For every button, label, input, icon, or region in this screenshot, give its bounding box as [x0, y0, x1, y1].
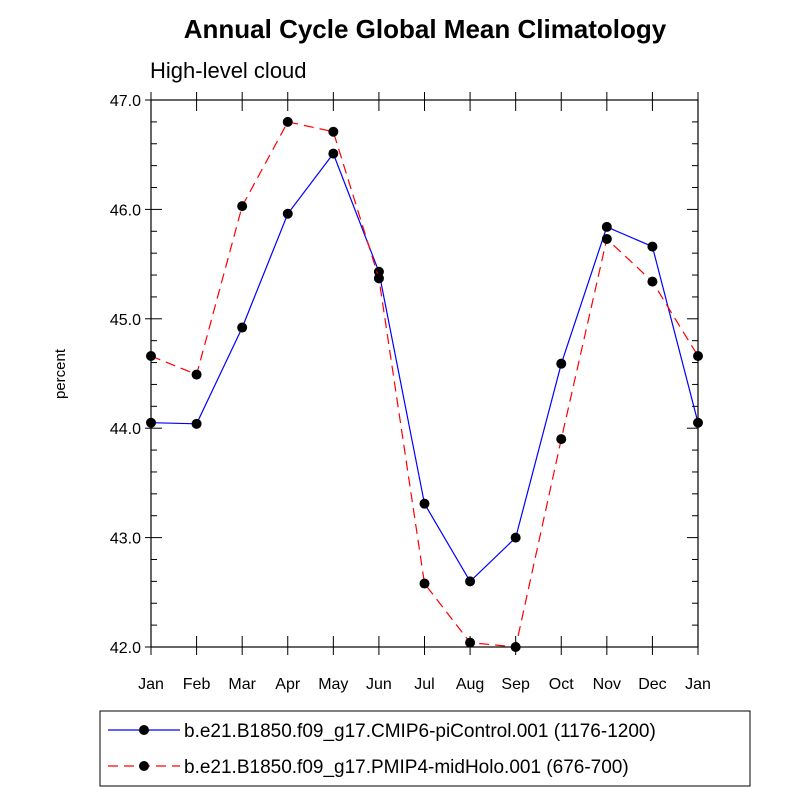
x-tick-label: Jan	[685, 676, 711, 693]
series-2-point	[146, 350, 156, 361]
series-2-point	[510, 642, 521, 652]
x-tick-label: Oct	[549, 676, 574, 693]
y-tick-label: 45.0	[110, 312, 141, 329]
series-2-point	[693, 350, 703, 361]
plot-frame	[150, 99, 699, 648]
series-1-point	[146, 417, 156, 428]
series-2-point	[419, 578, 430, 589]
x-tick-label: Dec	[638, 676, 666, 693]
series-2-point	[282, 116, 293, 127]
series-1-point	[191, 418, 202, 429]
y-tick-label: 47.0	[110, 93, 141, 110]
x-tick-label: Nov	[593, 676, 621, 693]
y-tick-label: 46.0	[110, 202, 141, 219]
series-2-point	[465, 637, 476, 648]
chart-title: Annual Cycle Global Mean Climatology	[184, 14, 667, 44]
series-2-point	[373, 273, 384, 284]
y-tick-label: 43.0	[110, 531, 141, 548]
series-1-point	[510, 532, 521, 543]
series-2-point	[237, 201, 248, 212]
x-tick-label: Aug	[456, 676, 484, 693]
legend-label-1: b.e21.B1850.f09_g17.CMIP6-piControl.001 …	[184, 721, 656, 742]
series-1-point	[647, 241, 658, 252]
legend-marker-2	[139, 761, 149, 771]
series-1-point	[601, 221, 612, 232]
series-1-point	[556, 358, 567, 369]
series-2-point	[601, 233, 612, 244]
series-1-point	[693, 417, 703, 428]
series-1-point	[237, 322, 248, 333]
x-tick-label: Jan	[138, 676, 164, 693]
legend-box	[99, 710, 751, 787]
series-2-point	[556, 434, 567, 445]
series-1-point	[282, 208, 293, 219]
series-1-point	[465, 576, 476, 587]
x-tick-label: Apr	[275, 676, 301, 693]
axis-ticks: 42.0 43.0 44.0 45.0 46.0 47.0 Jan Feb Mar Apr May J…	[110, 92, 711, 693]
y-tick-label: 44.0	[110, 421, 141, 438]
x-tick-label: Jul	[414, 676, 434, 693]
x-tick-label: Jun	[366, 676, 392, 693]
y-tick-label: 42.0	[110, 640, 141, 657]
x-tick-label: May	[318, 676, 348, 693]
series-2-line	[150, 121, 699, 648]
x-tick-label: Feb	[183, 676, 211, 693]
series-2-point	[191, 369, 202, 380]
legend-marker-1	[139, 725, 149, 735]
legend-label-2: b.e21.B1850.f09_g17.PMIP4-midHolo.001 (6…	[184, 757, 629, 778]
series-1-point	[328, 148, 339, 159]
y-axis-label: percent	[52, 348, 69, 399]
series-2-point	[328, 126, 339, 137]
series-2-point	[647, 276, 658, 287]
series-1-line	[150, 152, 699, 583]
series-1-point	[419, 498, 430, 509]
x-tick-label: Mar	[228, 676, 256, 693]
x-tick-label: Sep	[501, 676, 530, 693]
series-layer	[146, 116, 703, 652]
legend: b.e21.B1850.f09_g17.CMIP6-piControl.001 …	[108, 721, 656, 778]
chart-subtitle: High-level cloud	[150, 58, 307, 83]
